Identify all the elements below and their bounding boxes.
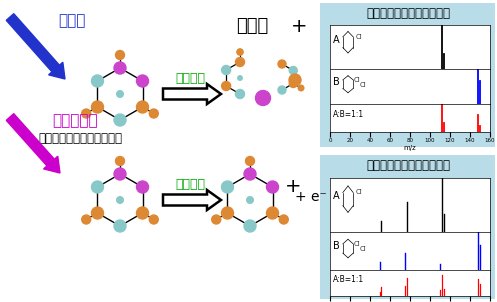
Text: （レーザー、ランプ光源）: （レーザー、ランプ光源）	[38, 132, 122, 145]
Circle shape	[114, 168, 126, 180]
Circle shape	[222, 207, 234, 219]
Text: + e⁻: + e⁻	[295, 190, 327, 204]
Text: Cl: Cl	[354, 77, 361, 83]
Circle shape	[266, 207, 278, 219]
Circle shape	[91, 101, 103, 113]
Circle shape	[222, 66, 231, 75]
Circle shape	[255, 91, 270, 105]
Text: 電子線: 電子線	[58, 13, 85, 28]
Text: 化合物の同定・定量が容易: 化合物の同定・定量が容易	[366, 159, 450, 172]
Circle shape	[289, 74, 301, 86]
Text: +: +	[291, 17, 308, 36]
Text: Cl: Cl	[360, 82, 367, 88]
Circle shape	[212, 215, 221, 224]
Text: イオン化: イオン化	[175, 178, 205, 191]
Text: イオン: イオン	[236, 17, 268, 35]
Text: A:B=1:1: A:B=1:1	[333, 275, 364, 284]
Circle shape	[279, 215, 288, 224]
Circle shape	[236, 89, 245, 98]
Circle shape	[115, 156, 125, 165]
FancyBboxPatch shape	[320, 3, 495, 147]
Circle shape	[222, 82, 231, 91]
Circle shape	[236, 57, 245, 66]
FancyBboxPatch shape	[320, 155, 495, 299]
Circle shape	[137, 181, 149, 193]
Text: B: B	[333, 77, 340, 87]
Circle shape	[238, 76, 242, 80]
Circle shape	[114, 62, 126, 74]
Circle shape	[298, 85, 304, 91]
Circle shape	[289, 79, 297, 88]
Circle shape	[278, 60, 286, 68]
Circle shape	[289, 66, 297, 75]
Text: A: A	[333, 191, 339, 201]
Circle shape	[91, 75, 103, 87]
FancyArrow shape	[163, 84, 221, 104]
Circle shape	[149, 215, 158, 224]
Text: Cl: Cl	[356, 189, 363, 195]
Text: Cl: Cl	[354, 241, 361, 247]
Text: B: B	[333, 241, 340, 251]
Circle shape	[137, 207, 149, 219]
Circle shape	[278, 86, 286, 94]
Circle shape	[114, 114, 126, 126]
Circle shape	[244, 168, 256, 180]
Circle shape	[247, 197, 253, 203]
Text: 真空紫外光: 真空紫外光	[52, 113, 97, 128]
Text: +: +	[285, 177, 302, 196]
X-axis label: m/z: m/z	[404, 145, 416, 151]
Circle shape	[114, 220, 126, 232]
Circle shape	[91, 181, 103, 193]
FancyArrow shape	[6, 114, 60, 173]
Text: Cl: Cl	[360, 246, 367, 252]
Circle shape	[137, 101, 149, 113]
Circle shape	[149, 109, 158, 118]
Circle shape	[82, 215, 91, 224]
Text: A: A	[333, 35, 339, 45]
Circle shape	[82, 109, 91, 118]
Text: A:B=1:1: A:B=1:1	[333, 110, 364, 119]
Text: Cl: Cl	[356, 34, 363, 40]
Circle shape	[222, 181, 234, 193]
Text: イオン化: イオン化	[175, 72, 205, 85]
Circle shape	[117, 197, 123, 203]
FancyArrow shape	[6, 14, 65, 79]
Text: 化合物の同定・定量が困難: 化合物の同定・定量が困難	[366, 7, 450, 20]
Circle shape	[244, 220, 256, 232]
Circle shape	[117, 91, 123, 97]
Circle shape	[266, 181, 278, 193]
Circle shape	[115, 50, 125, 59]
Circle shape	[91, 207, 103, 219]
Circle shape	[237, 49, 243, 55]
FancyArrow shape	[163, 190, 221, 210]
Circle shape	[137, 75, 149, 87]
Circle shape	[246, 156, 254, 165]
